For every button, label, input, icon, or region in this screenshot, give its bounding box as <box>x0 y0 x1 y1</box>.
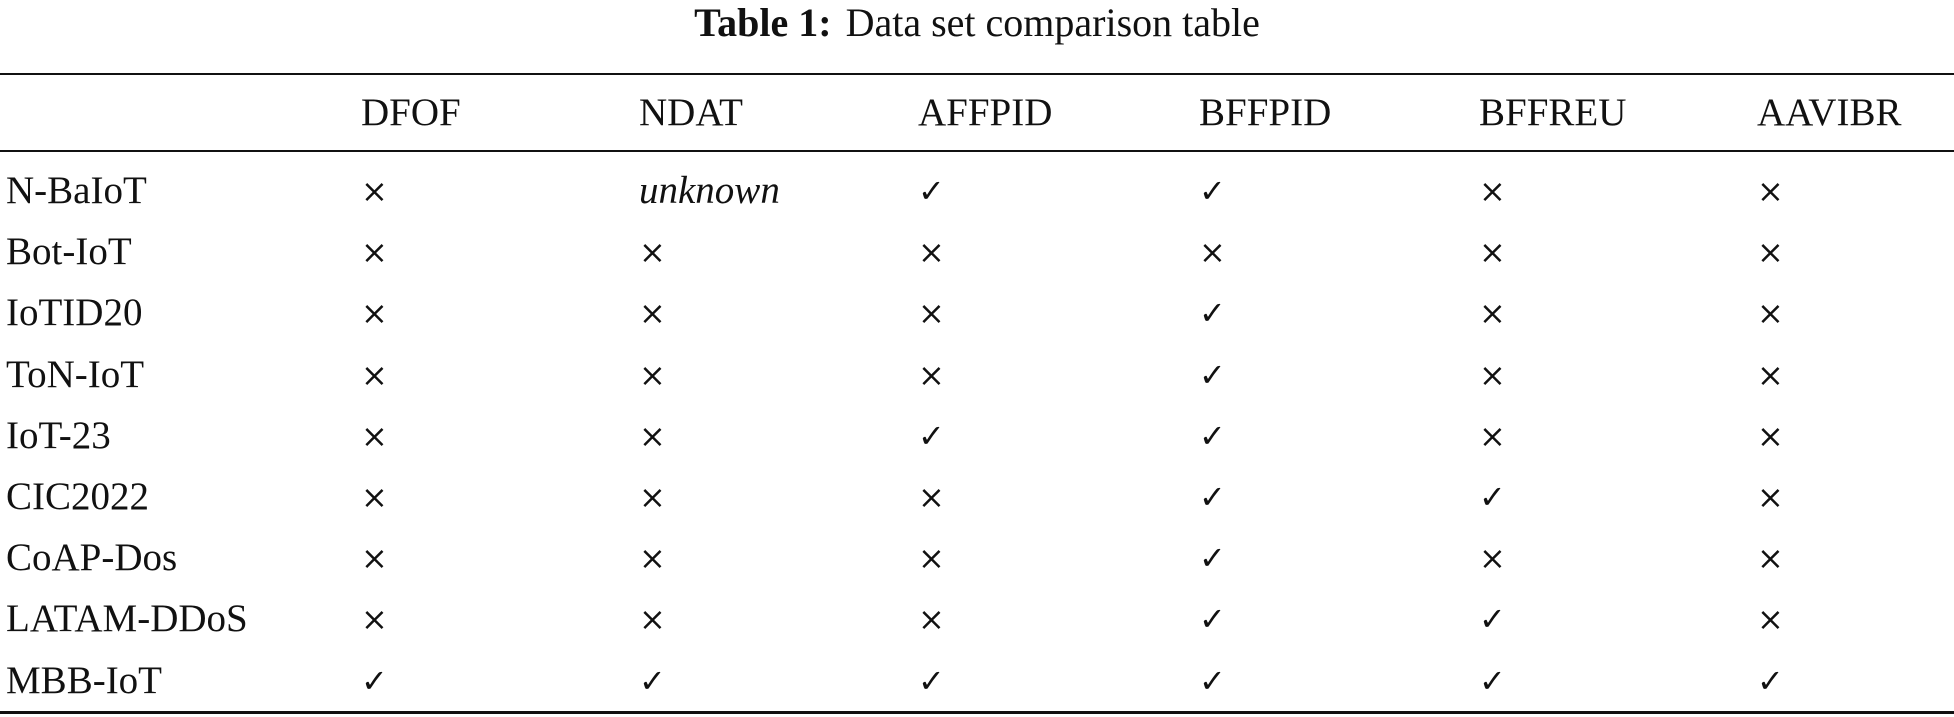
cell: × <box>1757 233 1784 272</box>
column-header: AAVIBR <box>1757 91 1902 134</box>
cell: × <box>918 233 945 272</box>
column-header: BFFREU <box>1479 91 1627 134</box>
cell: × <box>639 600 666 639</box>
cell: × <box>1479 172 1506 210</box>
cell: ✓ <box>1199 478 1226 516</box>
caption: Table 1: Data set comparison table <box>0 0 1954 46</box>
cell: × <box>918 355 945 394</box>
cell: × <box>361 539 388 578</box>
column-header: AFFPID <box>918 91 1053 134</box>
cell: × <box>639 355 666 394</box>
cell: ✓ <box>1199 539 1226 578</box>
cell: × <box>639 233 666 272</box>
cell: × <box>1757 539 1784 578</box>
caption-label: Table 1: <box>694 0 832 45</box>
cell: × <box>918 539 945 578</box>
cell: × <box>1479 294 1506 333</box>
row-label: MBB-IoT <box>6 658 162 702</box>
column-header: BFFPID <box>1199 91 1332 134</box>
caption-text: Data set comparison table <box>845 0 1260 45</box>
cell: ✓ <box>1479 661 1506 700</box>
bottom-rule <box>0 711 1954 714</box>
cell: × <box>1757 416 1784 455</box>
cell: × <box>1757 294 1784 333</box>
cell: ✓ <box>918 661 945 700</box>
row-label: CoAP-Dos <box>6 536 178 580</box>
cell: × <box>1757 172 1784 210</box>
top-rule <box>0 73 1954 75</box>
cell: × <box>361 294 388 333</box>
cell: × <box>639 416 666 455</box>
row-label: Bot-IoT <box>6 230 132 274</box>
cell: ✓ <box>1199 294 1226 333</box>
cell: ✓ <box>1479 478 1506 516</box>
cell: ✓ <box>1199 172 1226 210</box>
cell: × <box>361 600 388 639</box>
cell: unknown <box>639 169 780 212</box>
cell: × <box>1479 355 1506 394</box>
column-header: NDAT <box>639 91 743 134</box>
cell: ✓ <box>1199 355 1226 394</box>
cell: × <box>1199 233 1226 272</box>
column-header: DFOF <box>361 91 461 134</box>
cell: ✓ <box>1199 416 1226 455</box>
cell: × <box>361 233 388 272</box>
cell: ✓ <box>918 416 945 455</box>
cell: ✓ <box>361 661 388 700</box>
cell: ✓ <box>918 172 945 210</box>
row-label: IoT-23 <box>6 413 111 457</box>
row-label: IoTID20 <box>6 291 143 335</box>
cell: × <box>639 294 666 333</box>
cell: × <box>918 294 945 333</box>
cell: ✓ <box>1757 661 1784 700</box>
cell: × <box>639 478 666 516</box>
cell: × <box>1757 478 1784 516</box>
cell: × <box>361 355 388 394</box>
cell: ✓ <box>1199 600 1226 639</box>
cell: ✓ <box>1479 600 1506 639</box>
row-label: CIC2022 <box>6 475 150 518</box>
cell: × <box>361 416 388 455</box>
cell: ✓ <box>1199 661 1226 700</box>
cell: × <box>639 539 666 578</box>
cell: × <box>1479 416 1506 455</box>
cell: × <box>361 478 388 516</box>
cell: × <box>918 478 945 516</box>
row-label: ToN-IoT <box>6 352 145 396</box>
mid-rule <box>0 150 1954 152</box>
cell: × <box>1479 539 1506 578</box>
cell: × <box>1479 233 1506 272</box>
cell: × <box>1757 355 1784 394</box>
cell: × <box>1757 600 1784 639</box>
cell: ✓ <box>639 661 666 700</box>
row-label: LATAM-DDoS <box>6 597 248 641</box>
row-label: N-BaIoT <box>6 169 147 212</box>
cell: × <box>361 172 388 210</box>
cell: × <box>918 600 945 639</box>
